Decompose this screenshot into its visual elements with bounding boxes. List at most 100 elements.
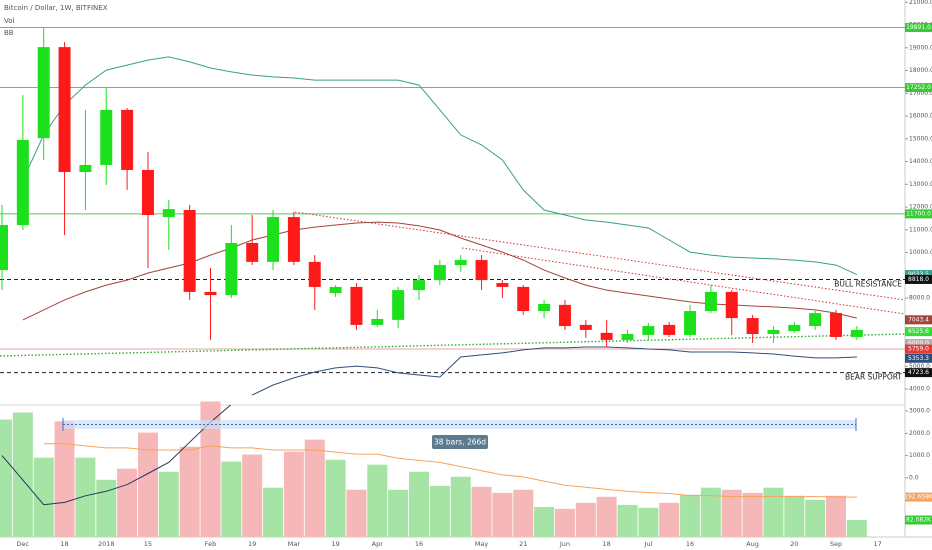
candle-body xyxy=(809,313,822,327)
volume-bar xyxy=(513,489,534,537)
x-tick-label: 20 xyxy=(790,540,798,548)
indicator-label: BB xyxy=(4,29,14,37)
volume-bar xyxy=(409,471,429,537)
price-label: 17252.0 xyxy=(906,84,931,91)
osc-tick-label: 2000.0 xyxy=(909,430,930,437)
candle-body xyxy=(329,286,342,294)
volume-bar xyxy=(75,457,96,537)
y-tick-label: 17000.0 xyxy=(909,90,932,97)
volume-bar xyxy=(12,412,33,537)
volume-bar xyxy=(846,519,867,537)
y-tick-label: 11000.0 xyxy=(909,226,932,233)
volume-bar xyxy=(763,487,784,537)
candle-body xyxy=(371,318,384,325)
price-label: 7043.4 xyxy=(908,316,929,323)
volume-bar xyxy=(117,468,138,537)
x-tick-label: 19 xyxy=(248,540,256,548)
candle-body xyxy=(162,209,175,218)
x-tick-label: Mar xyxy=(288,540,301,548)
volume-label: 82.082K xyxy=(906,516,932,523)
trend-lines xyxy=(0,211,905,357)
y-tick-label: 12000.0 xyxy=(909,204,932,211)
x-tick-label: Jun xyxy=(559,540,570,548)
price-label-box xyxy=(905,274,932,284)
candle-body xyxy=(621,334,634,340)
volume-bar xyxy=(367,464,388,537)
candle-body xyxy=(16,139,29,226)
x-tick-label: Aug xyxy=(746,540,759,548)
volume-bar xyxy=(200,401,221,537)
volume-bar xyxy=(596,496,617,537)
candle-body xyxy=(788,324,801,332)
candle-body xyxy=(267,217,280,262)
x-tick-label: Sep xyxy=(830,540,842,548)
price-label-box xyxy=(905,344,932,354)
volume-bar xyxy=(471,486,492,537)
y-tick-label: 19000.0 xyxy=(909,44,932,51)
volume-bar xyxy=(137,432,158,537)
candle-body xyxy=(246,243,259,262)
volume-bar xyxy=(346,489,367,537)
trend-line xyxy=(294,211,905,301)
volume-bar xyxy=(158,471,179,537)
volume-label-box xyxy=(905,515,932,525)
indicator-label: Vol xyxy=(4,17,15,25)
volume-bar xyxy=(554,508,575,537)
price-label: 5759.0 xyxy=(908,346,929,353)
price-label-box xyxy=(905,315,932,325)
volume-bar xyxy=(0,419,12,537)
x-tick-label: 19 xyxy=(331,540,339,548)
volume-bar xyxy=(721,489,742,537)
ma-label: 192.658K xyxy=(904,494,932,501)
x-tick-label: 18 xyxy=(60,540,68,548)
candle-body xyxy=(496,283,509,287)
y-tick-label: 16000.0 xyxy=(909,113,932,120)
osc-tick-label: 3000.0 xyxy=(909,408,930,415)
price-label-box xyxy=(905,209,932,219)
price-label-box xyxy=(905,23,932,33)
candle-body xyxy=(183,210,196,292)
x-tick-label: Dec xyxy=(17,540,30,548)
price-label: 9033.5 xyxy=(908,271,929,278)
volume-bar xyxy=(263,487,284,537)
candle-body xyxy=(350,286,363,325)
price-label-box xyxy=(905,353,932,363)
candle-body xyxy=(517,286,530,312)
candle-body xyxy=(600,332,613,340)
volume-bar xyxy=(659,502,680,537)
volume-bar xyxy=(534,506,555,537)
x-tick-label: 16 xyxy=(686,540,694,548)
x-tick-label: Apr xyxy=(372,540,384,548)
candle-body xyxy=(475,260,488,281)
volume-bar xyxy=(784,495,805,537)
measure-box xyxy=(432,435,488,449)
volume-bar xyxy=(700,487,721,537)
axes: 82.082K192.658K21000.020000.019000.01800… xyxy=(17,0,932,548)
y-tick-label: 4000.0 xyxy=(909,386,930,393)
price-label: 8818.0 xyxy=(908,276,929,283)
volume xyxy=(0,401,867,537)
price-label: 6525.6 xyxy=(908,328,929,335)
volume-bar xyxy=(742,492,763,537)
volume-bar xyxy=(826,495,846,537)
volume-bar xyxy=(96,479,117,537)
candle-body xyxy=(204,291,217,296)
price-label-box xyxy=(905,83,932,93)
price-label-box xyxy=(905,339,932,349)
legend: Bitcoin / Dollar, 1W, BITFINEX Vol BB xyxy=(4,4,108,37)
volume-bar xyxy=(283,451,304,537)
x-tick-label: 2018 xyxy=(98,540,115,548)
osc-tick-label: 1000.0 xyxy=(909,452,930,459)
candle-body xyxy=(100,109,113,165)
y-tick-label: 15000.0 xyxy=(909,135,932,142)
oscillator-line xyxy=(1,405,232,506)
measure-tool: 38 bars, 266d xyxy=(62,418,857,449)
candle-body xyxy=(58,47,71,173)
price-label: 11700.0 xyxy=(906,210,931,217)
price-label: 6000.0 xyxy=(908,340,929,347)
symbol-title: Bitcoin / Dollar, 1W, BITFINEX xyxy=(4,4,108,12)
candle-body xyxy=(433,265,446,281)
band-line xyxy=(22,56,858,276)
candle-body xyxy=(37,47,50,139)
osc-tick-label: 0.0 xyxy=(909,474,919,481)
